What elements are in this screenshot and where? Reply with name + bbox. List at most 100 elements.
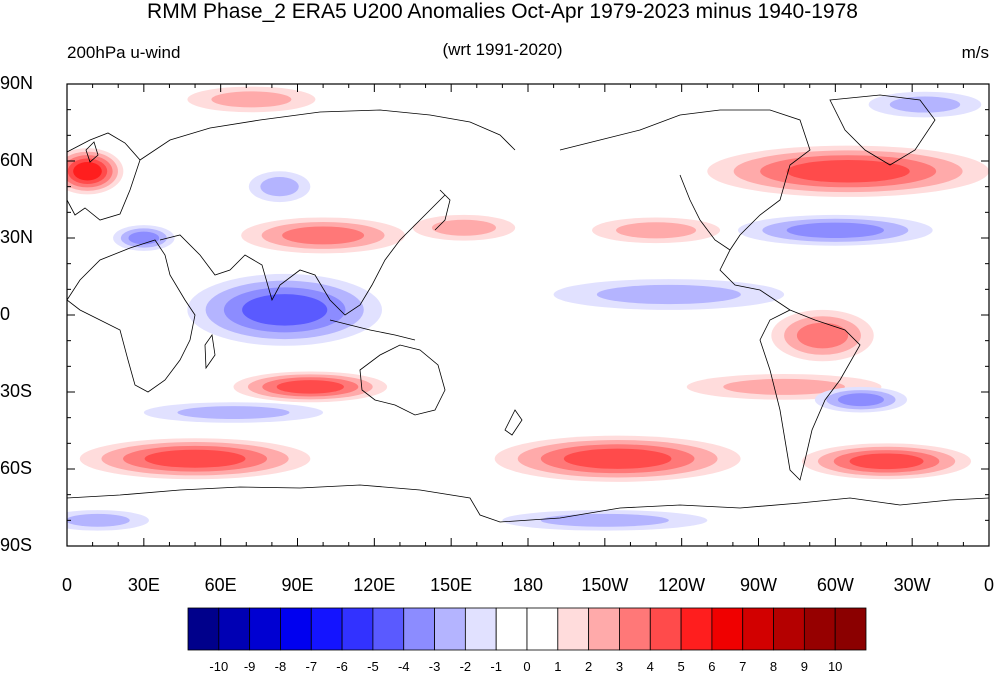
anomaly-contour-11-level-2	[596, 284, 741, 305]
lon-label: 60W	[816, 575, 854, 595]
colorbar-label: 10	[827, 659, 843, 674]
colorbar-label: 0	[523, 659, 531, 674]
colorbar-swatch	[773, 607, 805, 651]
lat-label: 90N	[0, 73, 34, 93]
anomaly-contour-6-level-2	[616, 222, 697, 239]
colorbar-swatch	[495, 607, 528, 651]
axis-ticks	[66, 83, 990, 547]
anomaly-contour-0-level-5	[73, 162, 102, 181]
colorbar-swatch	[803, 607, 836, 651]
anomaly-contour-14-level-4	[276, 380, 344, 394]
lon-label: 0	[983, 575, 994, 595]
coastline-asia-south	[159, 194, 446, 316]
colorbar-label: 1	[554, 659, 562, 674]
coastline-japan	[434, 189, 451, 231]
colorbar-label: -7	[305, 659, 318, 674]
coastline-new-zealand	[504, 409, 523, 436]
lon-label: 90W	[739, 575, 777, 595]
coastline-africa	[67, 239, 196, 393]
colorbar-label: -8	[274, 659, 287, 674]
colorbar-swatch	[187, 607, 220, 651]
anomaly-contour-2-level-3	[282, 226, 365, 245]
lat-label: 60S	[0, 458, 33, 478]
coastline-indonesia	[329, 319, 416, 341]
coastlines	[67, 94, 989, 523]
colorbar-swatch	[218, 607, 251, 651]
colorbar-label: 8	[769, 659, 778, 674]
anomaly-contour-18-level-4	[563, 448, 672, 469]
colorbar-label: -4	[397, 659, 410, 674]
coastline-south-america	[759, 309, 861, 481]
coastline-asia-north	[139, 109, 516, 161]
lat-label: 90S	[0, 535, 33, 555]
anomaly-contour-20-level-2	[67, 513, 130, 527]
lon-label: 0	[61, 575, 72, 595]
colorbar-swatch	[619, 607, 651, 651]
lon-label: 150W	[581, 575, 629, 595]
anomaly-contour-8-level-2	[889, 96, 961, 113]
anomaly-contour-5-level-2	[431, 219, 496, 236]
anomaly-contour-12-level-3	[796, 322, 849, 349]
lon-label: 180	[512, 575, 544, 595]
coastline-british-isles	[85, 141, 99, 163]
coastline-north-america	[559, 109, 811, 311]
lon-label: 30E	[127, 575, 160, 595]
anomaly-contour-19-level-4	[849, 453, 924, 470]
colorbar-swatch	[464, 607, 497, 651]
anomaly-contour-17-level-4	[144, 449, 246, 468]
colorbar-label: 4	[646, 659, 654, 674]
anomaly-contour-7-level-4	[786, 160, 910, 183]
map-title: RMM Phase_2 ERA5 U200 Anomalies Oct-Apr …	[147, 0, 858, 23]
variable-label: 200hPa u-wind	[67, 43, 181, 62]
colorbar-swatch	[310, 607, 343, 651]
coastline-australia	[359, 344, 446, 416]
colorbar-swatch	[526, 607, 559, 651]
colorbar-swatch	[742, 607, 774, 651]
reference-period-label: (wrt 1991-2020)	[442, 40, 563, 59]
colorbar-label: -5	[367, 659, 379, 674]
coastline-europe	[67, 132, 141, 221]
lat-label: 0	[0, 304, 11, 324]
lon-label: 120W	[658, 575, 706, 595]
colorbar-swatch	[372, 607, 405, 651]
anomaly-contour-21-level-2	[540, 513, 669, 527]
colorbar-swatch	[341, 607, 374, 651]
colorbar-label: -3	[428, 659, 441, 674]
colorbar-swatch	[834, 607, 867, 651]
anomaly-contour-3-level-2	[260, 177, 299, 197]
colorbar-label: 9	[800, 659, 808, 674]
lat-label: 30N	[0, 227, 34, 247]
coastline-greenland	[829, 94, 936, 166]
lon-label: 60E	[204, 575, 237, 595]
units-label: m/s	[961, 43, 989, 62]
colorbar-label: -9	[243, 659, 256, 674]
lon-label: 120E	[353, 575, 396, 595]
colorbar-swatch	[557, 607, 590, 651]
colorbar-swatch	[249, 607, 281, 651]
colorbar-label: -1	[490, 659, 502, 674]
colorbar-label: 5	[677, 659, 685, 674]
anomaly-contour-1-level-3	[128, 231, 160, 245]
colorbar-swatch	[434, 607, 466, 651]
anomaly-contour-9-level-3	[786, 222, 884, 238]
colorbar-swatch	[280, 607, 312, 651]
lon-label: 150E	[430, 575, 473, 595]
colorbar-label: 7	[739, 659, 747, 674]
anomaly-contour-16-level-3	[837, 393, 884, 407]
colorbar-label: -2	[459, 659, 472, 674]
colorbar-label: 6	[708, 659, 716, 674]
colorbar-label: 2	[585, 659, 593, 674]
colorbar-swatch	[588, 607, 620, 651]
anomaly-contour-10-level-4	[242, 294, 328, 326]
colorbar-swatch	[649, 607, 682, 651]
lat-label: 30S	[0, 381, 33, 401]
colorbar-swatch	[680, 607, 713, 651]
anomaly-contour-13-level-2	[723, 378, 845, 395]
colorbar-label: -10	[209, 659, 229, 674]
colorbar-swatch	[711, 607, 744, 651]
lon-label: 30W	[893, 575, 931, 595]
colorbar-swatch	[403, 607, 435, 651]
coastline-antarctica	[67, 484, 989, 523]
anomaly-contour-4-level-2	[211, 91, 292, 108]
